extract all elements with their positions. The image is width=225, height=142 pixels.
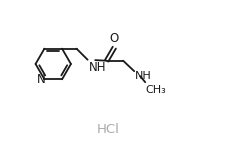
Text: N: N [36,73,45,86]
Text: HCl: HCl [97,123,120,136]
Text: NH: NH [89,61,106,74]
Text: NH: NH [135,71,152,81]
Text: CH₃: CH₃ [146,85,166,95]
Text: O: O [110,32,119,45]
